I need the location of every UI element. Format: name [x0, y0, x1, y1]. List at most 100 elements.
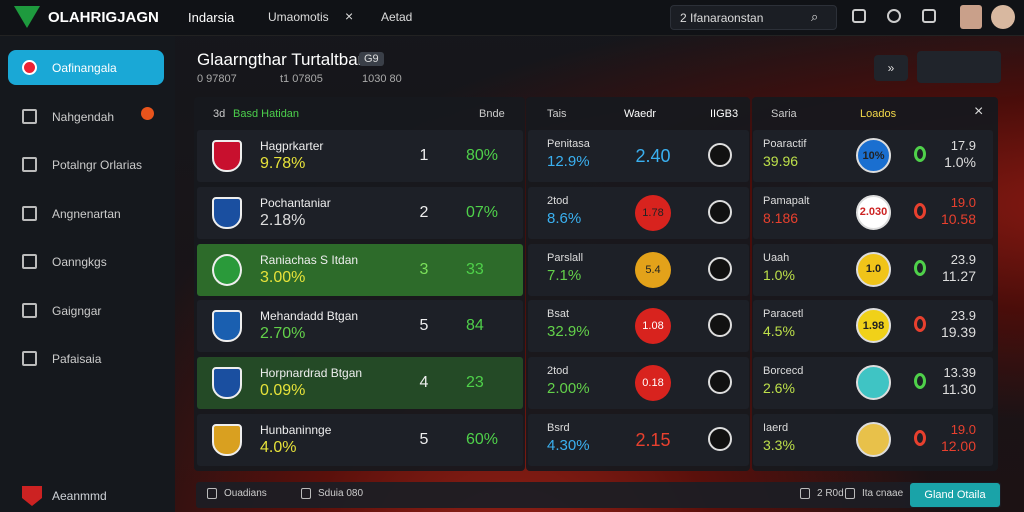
table-row[interactable] [197, 414, 523, 466]
button[interactable] [917, 51, 1001, 83]
club-icon [708, 143, 732, 167]
nav-item[interactable]: Angnenartan [52, 206, 121, 221]
footer-item[interactable]: 2 R0d [817, 488, 844, 499]
club-icon [708, 427, 732, 451]
search-box[interactable]: 2 Ifanaraonstan ⌕ [670, 5, 837, 30]
team-name: Horpnardrad Btgan [260, 366, 363, 381]
score: 60% [466, 431, 499, 448]
team-name: Pochantaniar [260, 195, 331, 210]
table-row[interactable] [197, 300, 523, 353]
nav-item[interactable]: Oanngkgs [52, 255, 107, 269]
value: 39.96 [763, 153, 799, 169]
logo: OLAHRIGJAGN [48, 9, 159, 26]
table-row[interactable] [197, 243, 523, 296]
score: 23 [466, 374, 484, 392]
table-row[interactable] [197, 186, 523, 239]
column-header: 3d [213, 108, 226, 120]
odds-bottom: 19.39 [940, 324, 976, 341]
icon[interactable] [852, 9, 866, 23]
sidebar-footer-text: Aeanmmd [52, 489, 107, 503]
team-badge [212, 196, 242, 229]
close-icon[interactable]: × [345, 8, 354, 24]
club-icon [708, 199, 732, 224]
avatar[interactable] [991, 5, 1015, 29]
label: Bsat [547, 308, 570, 321]
team-percent: 2.18% [260, 211, 306, 229]
rank: 5 [419, 431, 429, 448]
odds-top: 19.0 [950, 422, 976, 437]
column-header: Tais [547, 108, 567, 120]
page-title: Glaarngthar Turtaltbar [197, 50, 364, 69]
rank: 5 [419, 317, 429, 335]
top-bar: OLAHRIGJAGN Indarsia Umaomotis × Aetad 2… [0, 0, 1024, 36]
label: 2tod [547, 365, 569, 378]
close-icon[interactable]: × [974, 103, 984, 120]
tab[interactable]: Aetad [381, 10, 413, 24]
rank: 2 [419, 203, 429, 221]
odds: 1.08 [635, 308, 671, 345]
label: Uaah [763, 251, 790, 264]
table-row[interactable] [197, 130, 523, 182]
footer-item[interactable]: Ita cnaae [862, 488, 904, 499]
icon[interactable] [887, 9, 901, 23]
club-icon [708, 370, 732, 395]
nav-item[interactable]: Potalngr Orlarias [52, 158, 143, 172]
value: 2.6% [763, 380, 795, 397]
nav-icon [22, 108, 37, 124]
label: Pamapalt [763, 194, 810, 207]
odds-bottom: 1.0% [944, 154, 976, 170]
avatar[interactable] [960, 5, 982, 29]
value: 3.3% [763, 437, 795, 453]
odds: 0.18 [635, 365, 671, 402]
footer-icon [800, 488, 810, 499]
button[interactable]: » [874, 55, 908, 81]
trend-icon [914, 430, 926, 446]
indicator: 1.98 [856, 308, 891, 344]
odds-top: 23.9 [950, 308, 976, 324]
team-badge [212, 253, 242, 286]
search-text: 2 Ifanaraonstan [680, 11, 764, 25]
tab[interactable]: Umaomotis [268, 10, 329, 24]
tab[interactable]: Indarsia [188, 10, 235, 25]
nav-icon [22, 157, 37, 172]
primary-button[interactable]: Gland Otaila [910, 483, 1000, 507]
nav-item[interactable]: Gaigngar [52, 303, 102, 318]
score: 80% [466, 147, 499, 164]
trend-icon [914, 373, 926, 390]
team-percent: 9.78% [260, 155, 306, 172]
team-name: Mehandadd Btgan [260, 309, 359, 324]
odds-bottom: 10.58 [940, 210, 976, 227]
subtitle: 0 97807 [197, 73, 237, 85]
icon[interactable] [922, 9, 936, 23]
value: 1.0% [763, 266, 795, 283]
column-header: Loados [860, 108, 897, 120]
column-header: Bnde [479, 108, 505, 120]
trend-icon [914, 316, 926, 333]
score: 07% [466, 203, 499, 221]
trend-icon [914, 259, 926, 276]
team-name: Raniachas S Itdan [260, 252, 359, 267]
nav-icon [22, 254, 37, 269]
value: 32.9% [547, 323, 590, 341]
label: Poaractif [763, 138, 807, 150]
indicator: 1.0 [856, 251, 891, 287]
team-percent: 3.00% [260, 268, 306, 286]
table-row[interactable] [197, 357, 523, 410]
search-icon[interactable]: ⌕ [811, 9, 819, 24]
value: 4.5% [763, 323, 795, 340]
value: 12.9% [547, 153, 590, 170]
footer-icon [301, 488, 311, 499]
label: Parslall [547, 251, 584, 264]
value: 2.00% [547, 380, 590, 398]
nav-item[interactable]: Nahgendah [52, 109, 115, 124]
team-badge [212, 140, 242, 172]
footer-icon [845, 488, 855, 499]
footer-item[interactable]: Ouadians [224, 488, 267, 499]
footer-bar [196, 482, 1001, 508]
nav-item[interactable]: Oafinangala [52, 61, 117, 75]
footer-item[interactable]: Sduia 080 [318, 488, 364, 499]
score: 84 [466, 317, 484, 335]
nav-item[interactable]: Pafaisaia [52, 352, 102, 366]
column-header: Saria [771, 108, 797, 120]
